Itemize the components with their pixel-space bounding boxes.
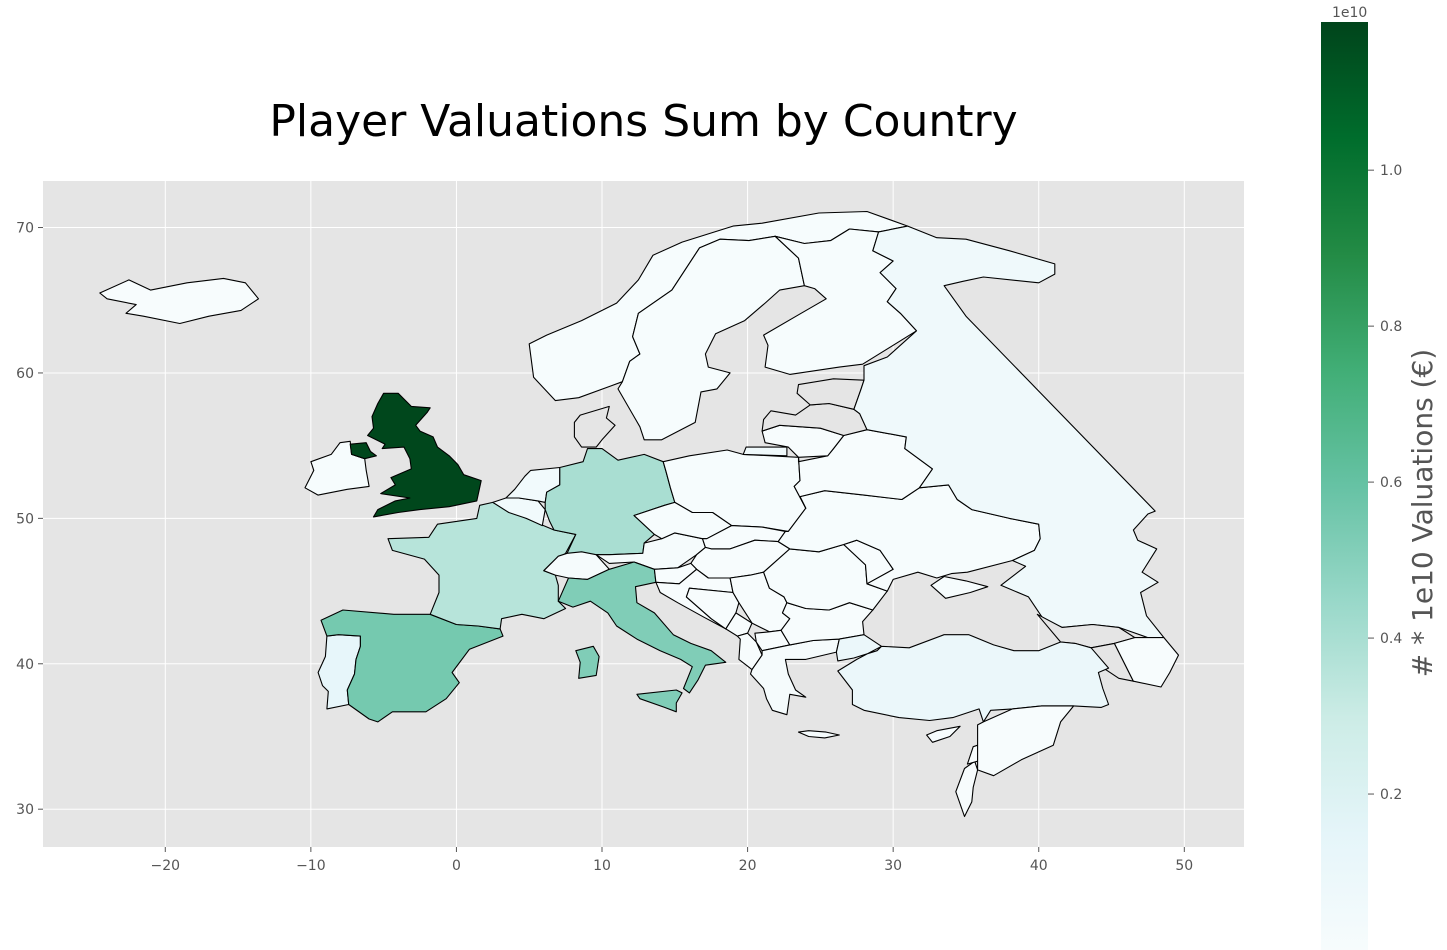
- country-finland: [763, 228, 918, 375]
- x-tick-label: 10: [593, 858, 611, 874]
- x-tick-label: −20: [151, 858, 181, 874]
- country-cyprus: [926, 725, 961, 743]
- country-france: [387, 501, 577, 630]
- country-iceland: [99, 277, 260, 325]
- country-italy: [557, 561, 727, 713]
- country-syria: [977, 705, 1075, 777]
- country-montenegro: [725, 612, 753, 637]
- chart-title: Player Valuations Sum by Country: [269, 96, 1018, 147]
- colorbar-offset-text: 1e10: [1332, 5, 1367, 21]
- country-turkey: [835, 634, 1110, 723]
- x-tick-label: 30: [884, 858, 902, 874]
- colorbar: 1e10 0.2 0.4 0.6 0.8 1.0 # * 1e10 Valuations…: [1321, 5, 1439, 950]
- country-azerbaijan: [1113, 637, 1180, 688]
- y-tick-label: 30: [16, 802, 34, 818]
- colorbar-tick-label: 0.8: [1380, 319, 1402, 335]
- colorbar-label: # * 1e10 Valuations (€): [1406, 349, 1439, 677]
- country-switzerland: [543, 551, 610, 580]
- colorbar-tick-label: 0.6: [1380, 475, 1402, 491]
- y-tick-label: 70: [16, 221, 34, 237]
- country-denmark: [573, 405, 616, 448]
- y-tick-label: 60: [16, 366, 34, 382]
- x-tick-label: −10: [296, 858, 326, 874]
- colorbar-tick-label: 0.2: [1380, 787, 1402, 803]
- colorbar-tick-label: 0.4: [1380, 631, 1402, 647]
- country-russia: [742, 225, 1165, 639]
- x-tick-label: 40: [1030, 858, 1048, 874]
- axis-ticks: −20 −10 0 10 20 30 40 50 30 40 50 60 70: [16, 221, 1193, 874]
- x-tick-label: 0: [452, 858, 461, 874]
- country-israel: [955, 760, 979, 818]
- x-tick-label: 20: [739, 858, 757, 874]
- country-sweden: [617, 235, 805, 441]
- colorbar-gradient: [1321, 22, 1368, 950]
- colorbar-tick-label: 1.0: [1380, 163, 1402, 179]
- country-united-kingdom: [349, 392, 482, 518]
- country-layer: [99, 210, 1180, 818]
- country-bosnia: [685, 587, 740, 630]
- x-tick-label: 50: [1175, 858, 1193, 874]
- y-tick-label: 50: [16, 511, 34, 527]
- colorbar-ticks: 0.2 0.4 0.6 0.8 1.0: [1368, 163, 1402, 803]
- y-tick-label: 40: [16, 657, 34, 673]
